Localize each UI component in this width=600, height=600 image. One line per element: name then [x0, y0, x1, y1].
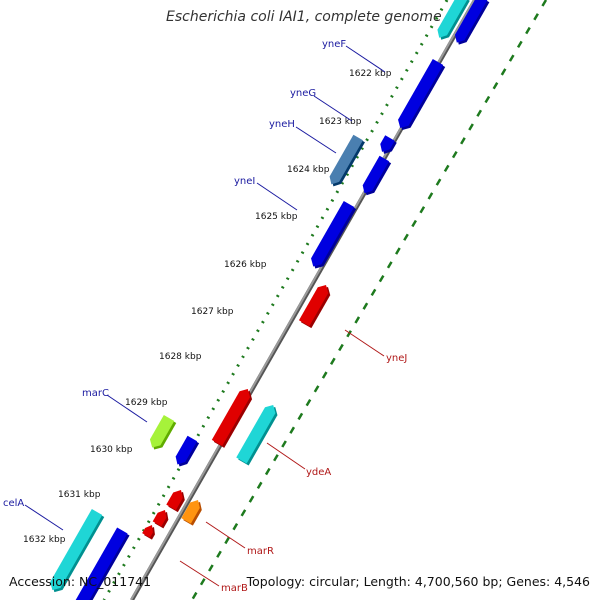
- leader-yneI: [256, 182, 298, 211]
- scale-label: 1624 kbp: [287, 165, 330, 175]
- scale-label: 1625 kbp: [255, 212, 298, 222]
- leader-marR: [205, 521, 246, 549]
- gene-block-marC-cds: [175, 435, 198, 465]
- scale-label: 1629 kbp: [125, 398, 168, 408]
- gene-block-yneH-rna: [380, 135, 395, 152]
- leader-yneH: [295, 126, 337, 154]
- gene-block-marR-red: [166, 490, 183, 511]
- gene-block-ydeA-red: [211, 389, 251, 446]
- gene-label-yneG: yneG: [290, 88, 316, 99]
- gene-block-yneH: [329, 134, 363, 185]
- gene-label-ydeA: ydeA: [306, 467, 331, 478]
- gene-block-top-cds: [455, 0, 488, 43]
- gene-label-yneH: yneH: [269, 119, 295, 130]
- leader-yneG: [313, 95, 353, 122]
- gene-block-celA-rna: [50, 509, 103, 591]
- leader-yneJ: [344, 329, 385, 357]
- leader-marB: [179, 560, 220, 587]
- gene-block-yneI: [311, 201, 355, 267]
- scale-labels: 1622 kbp 1623 kbp 1624 kbp 1625 kbp 1626…: [23, 69, 392, 545]
- gc-track: [190, 0, 548, 600]
- scale-label: 1623 kbp: [319, 117, 362, 127]
- gene-label-yneF: yneF: [322, 39, 346, 50]
- gene-block-yneJ: [298, 285, 329, 327]
- topology-text: Topology: circular; Length: 4,700,560 bp…: [246, 574, 590, 589]
- leader-yneF: [345, 45, 386, 73]
- map-title: Escherichia coli IAI1, complete genome: [166, 9, 442, 25]
- gene-block-celA-cds: [75, 527, 128, 600]
- gene-label-yneI: yneI: [234, 176, 255, 187]
- leader-ydeA: [266, 442, 306, 470]
- leader-marC: [106, 394, 148, 423]
- gene-block-marB: [142, 525, 153, 538]
- scale-label: 1622 kbp: [349, 69, 392, 79]
- gene-features: [50, 0, 490, 600]
- gene-block-yneF: [398, 59, 444, 128]
- scale-label: 1627 kbp: [191, 307, 234, 317]
- gene-label-celA: celA: [3, 498, 24, 509]
- gene-label-marB: marB: [221, 583, 248, 594]
- scale-label: 1632 kbp: [23, 535, 66, 545]
- label-leaders: [24, 45, 386, 587]
- scale-label: 1630 kbp: [90, 445, 133, 455]
- gene-labels: yneF yneG yneH yneI marC celA yneJ ydeA …: [3, 39, 407, 594]
- gene-block-marC: [149, 415, 175, 448]
- gene-label-marC: marC: [82, 388, 109, 399]
- accession-text: Accession: NC_011741: [9, 574, 152, 589]
- gene-block-ydeA-rna: [236, 404, 276, 464]
- gene-label-yneJ: yneJ: [386, 353, 407, 364]
- gene-label-marR: marR: [247, 546, 274, 557]
- leader-celA: [24, 504, 64, 531]
- gene-block-marR-orange: [181, 500, 200, 524]
- scale-track: [102, 0, 449, 600]
- gene-block-yneI-small: [362, 155, 390, 194]
- scale-label: 1628 kbp: [159, 352, 202, 362]
- gene-block-marR-small: [152, 510, 167, 527]
- scale-label: 1631 kbp: [58, 490, 101, 500]
- gene-block-top-rna: [437, 0, 468, 38]
- scale-label: 1626 kbp: [224, 260, 267, 270]
